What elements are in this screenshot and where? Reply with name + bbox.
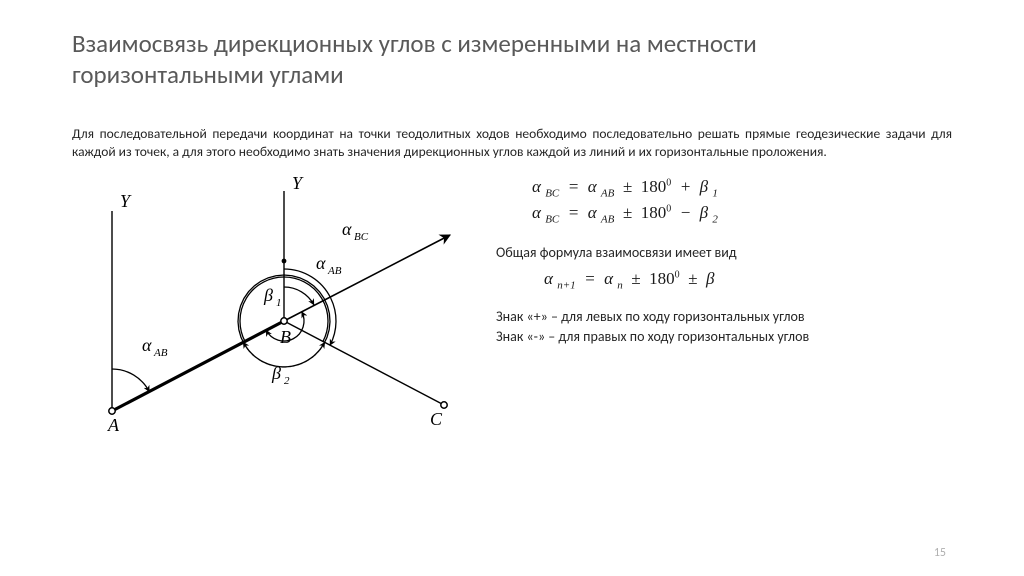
- svg-text:BC: BC: [354, 231, 369, 243]
- svg-text:2: 2: [284, 375, 290, 387]
- svg-text:B: B: [280, 327, 291, 347]
- svg-text:Y: Y: [292, 173, 304, 193]
- equation-2: α BC = α AB ± 1800 − β 2: [532, 203, 952, 225]
- intro-paragraph: Для последовательной передачи координат …: [72, 125, 952, 161]
- geodesy-diagram: YYαABαABαBCβ1β2ABC: [72, 173, 472, 443]
- svg-text:α: α: [316, 253, 326, 273]
- svg-text:AB: AB: [153, 347, 168, 359]
- equation-1: α BC = α AB ± 1800 + β 1: [532, 177, 952, 199]
- figure-column: YYαABαABαBCβ1β2ABC: [72, 173, 472, 443]
- svg-text:β: β: [263, 285, 273, 305]
- text-column: α BC = α AB ± 1800 + β 1 α BC = α AB ± 1…: [496, 173, 952, 443]
- svg-text:Y: Y: [120, 191, 132, 211]
- svg-text:A: A: [107, 415, 120, 435]
- slide: Взаимосвязь дирекционных углов с измерен…: [0, 0, 1024, 576]
- equation-general: α n+1 = α n ± 1800 ± β: [544, 269, 952, 291]
- note-minus: Знак «-» – для правых по ходу горизонтал…: [496, 327, 952, 347]
- svg-text:C: C: [430, 409, 443, 429]
- note-plus: Знак «+» – для левых по ходу горизонталь…: [496, 307, 952, 327]
- svg-text:α: α: [342, 219, 352, 239]
- svg-text:β: β: [271, 363, 281, 383]
- slide-title: Взаимосвязь дирекционных углов с измерен…: [72, 28, 952, 91]
- svg-text:AB: AB: [327, 265, 342, 277]
- page-number: 15: [934, 546, 946, 560]
- svg-text:α: α: [142, 335, 152, 355]
- svg-text:1: 1: [276, 297, 282, 309]
- content-columns: YYαABαABαBCβ1β2ABC α BC = α AB ± 1800 + …: [72, 173, 952, 443]
- subheading: Общая формула взаимосвязи имеет вид: [496, 244, 952, 261]
